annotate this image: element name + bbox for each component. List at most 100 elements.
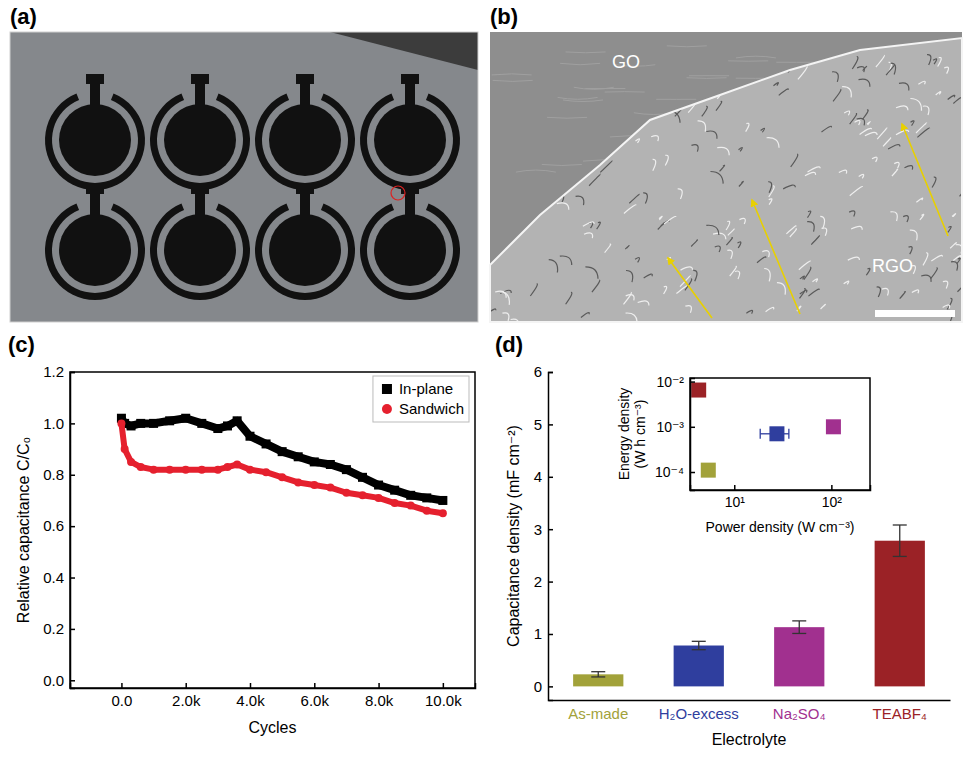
axis-line [71,373,76,689]
data-point [826,419,841,434]
data-point [233,460,241,468]
photo-b: GORGO [481,24,964,327]
axis-line [549,700,951,702]
data-point [198,466,206,474]
electrode [45,74,145,190]
electrode [150,184,250,300]
plot-area [573,525,925,686]
x-axis: As-madeH₂O-excessNa₂SO₄TEABF₄ [549,700,951,722]
legend-marker [382,404,392,414]
plot-frame [690,378,870,490]
tick-label: 10⁻³ [656,419,684,435]
tick: 0.8 [43,466,75,483]
tick-mark [70,680,75,682]
tick-mark [443,683,445,688]
error-bar [792,621,806,634]
data-point [438,496,447,505]
tick-label: 6.0k [301,692,330,709]
tick-label: 10¹ [725,494,746,510]
data-point [136,419,145,428]
tick-label: 10.0k [425,692,462,709]
data-point [342,489,350,497]
error-cap [692,641,706,642]
data-point [150,466,158,474]
tick-label: TEABF₄ [873,705,927,722]
error-bar [692,641,706,649]
data-point [375,494,383,502]
legend-marker [382,384,392,394]
axis-title: Relative capacitance C/C₀ [15,437,32,623]
scale-bar [875,310,955,317]
data-point [181,414,190,423]
scatter-chart: 10¹10²10⁻⁴10⁻³10⁻²Power density (W cm⁻³)… [616,374,871,535]
error-line [698,641,699,649]
photo-a [10,32,478,322]
data-point [374,481,383,490]
data-point [182,466,190,474]
data-point [423,507,431,515]
tick-mark [70,475,75,477]
tick-mark [690,381,695,383]
plot-area [691,383,841,478]
tick-mark [548,634,553,636]
line-chart: 0.02.0k4.0k6.0k8.0k10.0k0.00.20.40.60.81… [15,363,476,736]
axis-title: Electrolyte [712,731,787,748]
image-text: RGO [872,256,913,276]
tick: H₂O-excess [659,700,739,722]
tick-label: 0.8 [43,466,64,483]
data-point [422,493,431,502]
tick-mark [690,472,695,474]
error-bar [893,525,907,556]
error-cap [893,524,907,525]
tick: 3 [534,520,553,537]
error-cap [792,633,806,634]
legend-label: Sandwich [399,400,464,417]
data-point [701,463,716,478]
legend-entry: Sandwich [382,400,464,417]
tick-mark [548,372,553,374]
data-point [391,499,399,507]
data-point [342,465,351,474]
data-point [406,491,415,500]
legend: In-plane Sandwich [373,376,469,422]
tick-mark [70,629,75,631]
axis-line [691,485,871,491]
tick: 10⁻² [656,374,695,390]
tick-label: 4.0k [236,692,265,709]
tick-label: 8.0k [365,692,394,709]
tick-label: 5 [534,416,542,433]
tick-label: 2 [534,573,542,590]
tick-mark [690,427,695,429]
tick-label: 1.0 [43,415,64,432]
data-point [358,473,367,482]
legend-label: In-plane [399,380,453,397]
tick-label: 0 [534,678,542,695]
tick-label: 0.0 [111,692,132,709]
data-point [769,426,784,441]
electrode [255,74,355,190]
tick-mark [734,485,736,490]
x-axis: 10¹ 10² [691,485,871,510]
axis-title: Cycles [248,719,296,736]
error-line [799,621,800,634]
tick-mark [831,485,833,490]
error-line [899,525,900,556]
tick-label: 6 [534,363,542,380]
tick-mark [250,683,252,688]
tick-label: H₂O-excess [659,705,739,722]
tick: TEABF₄ [873,700,927,722]
tick-mark [70,577,75,579]
data-point [390,486,399,495]
bar-chart: As-madeH₂O-excessNa₂SO₄TEABF₄0123456Elec… [505,363,950,748]
plot-area [117,414,447,518]
tick: 10² [822,485,843,510]
arrow [752,200,800,314]
tick-mark [548,581,553,583]
panel-label: (a) [10,4,37,29]
tick: 10¹ [725,485,746,510]
tick: 6.0k [301,683,330,709]
legend-entry: In-plane [382,380,453,397]
data-point [691,383,706,398]
figure: (a)GORGO(b)0.02.0k4.0k6.0k8.0k10.0k0.00.… [0,0,964,757]
tick: 2 [534,573,553,590]
